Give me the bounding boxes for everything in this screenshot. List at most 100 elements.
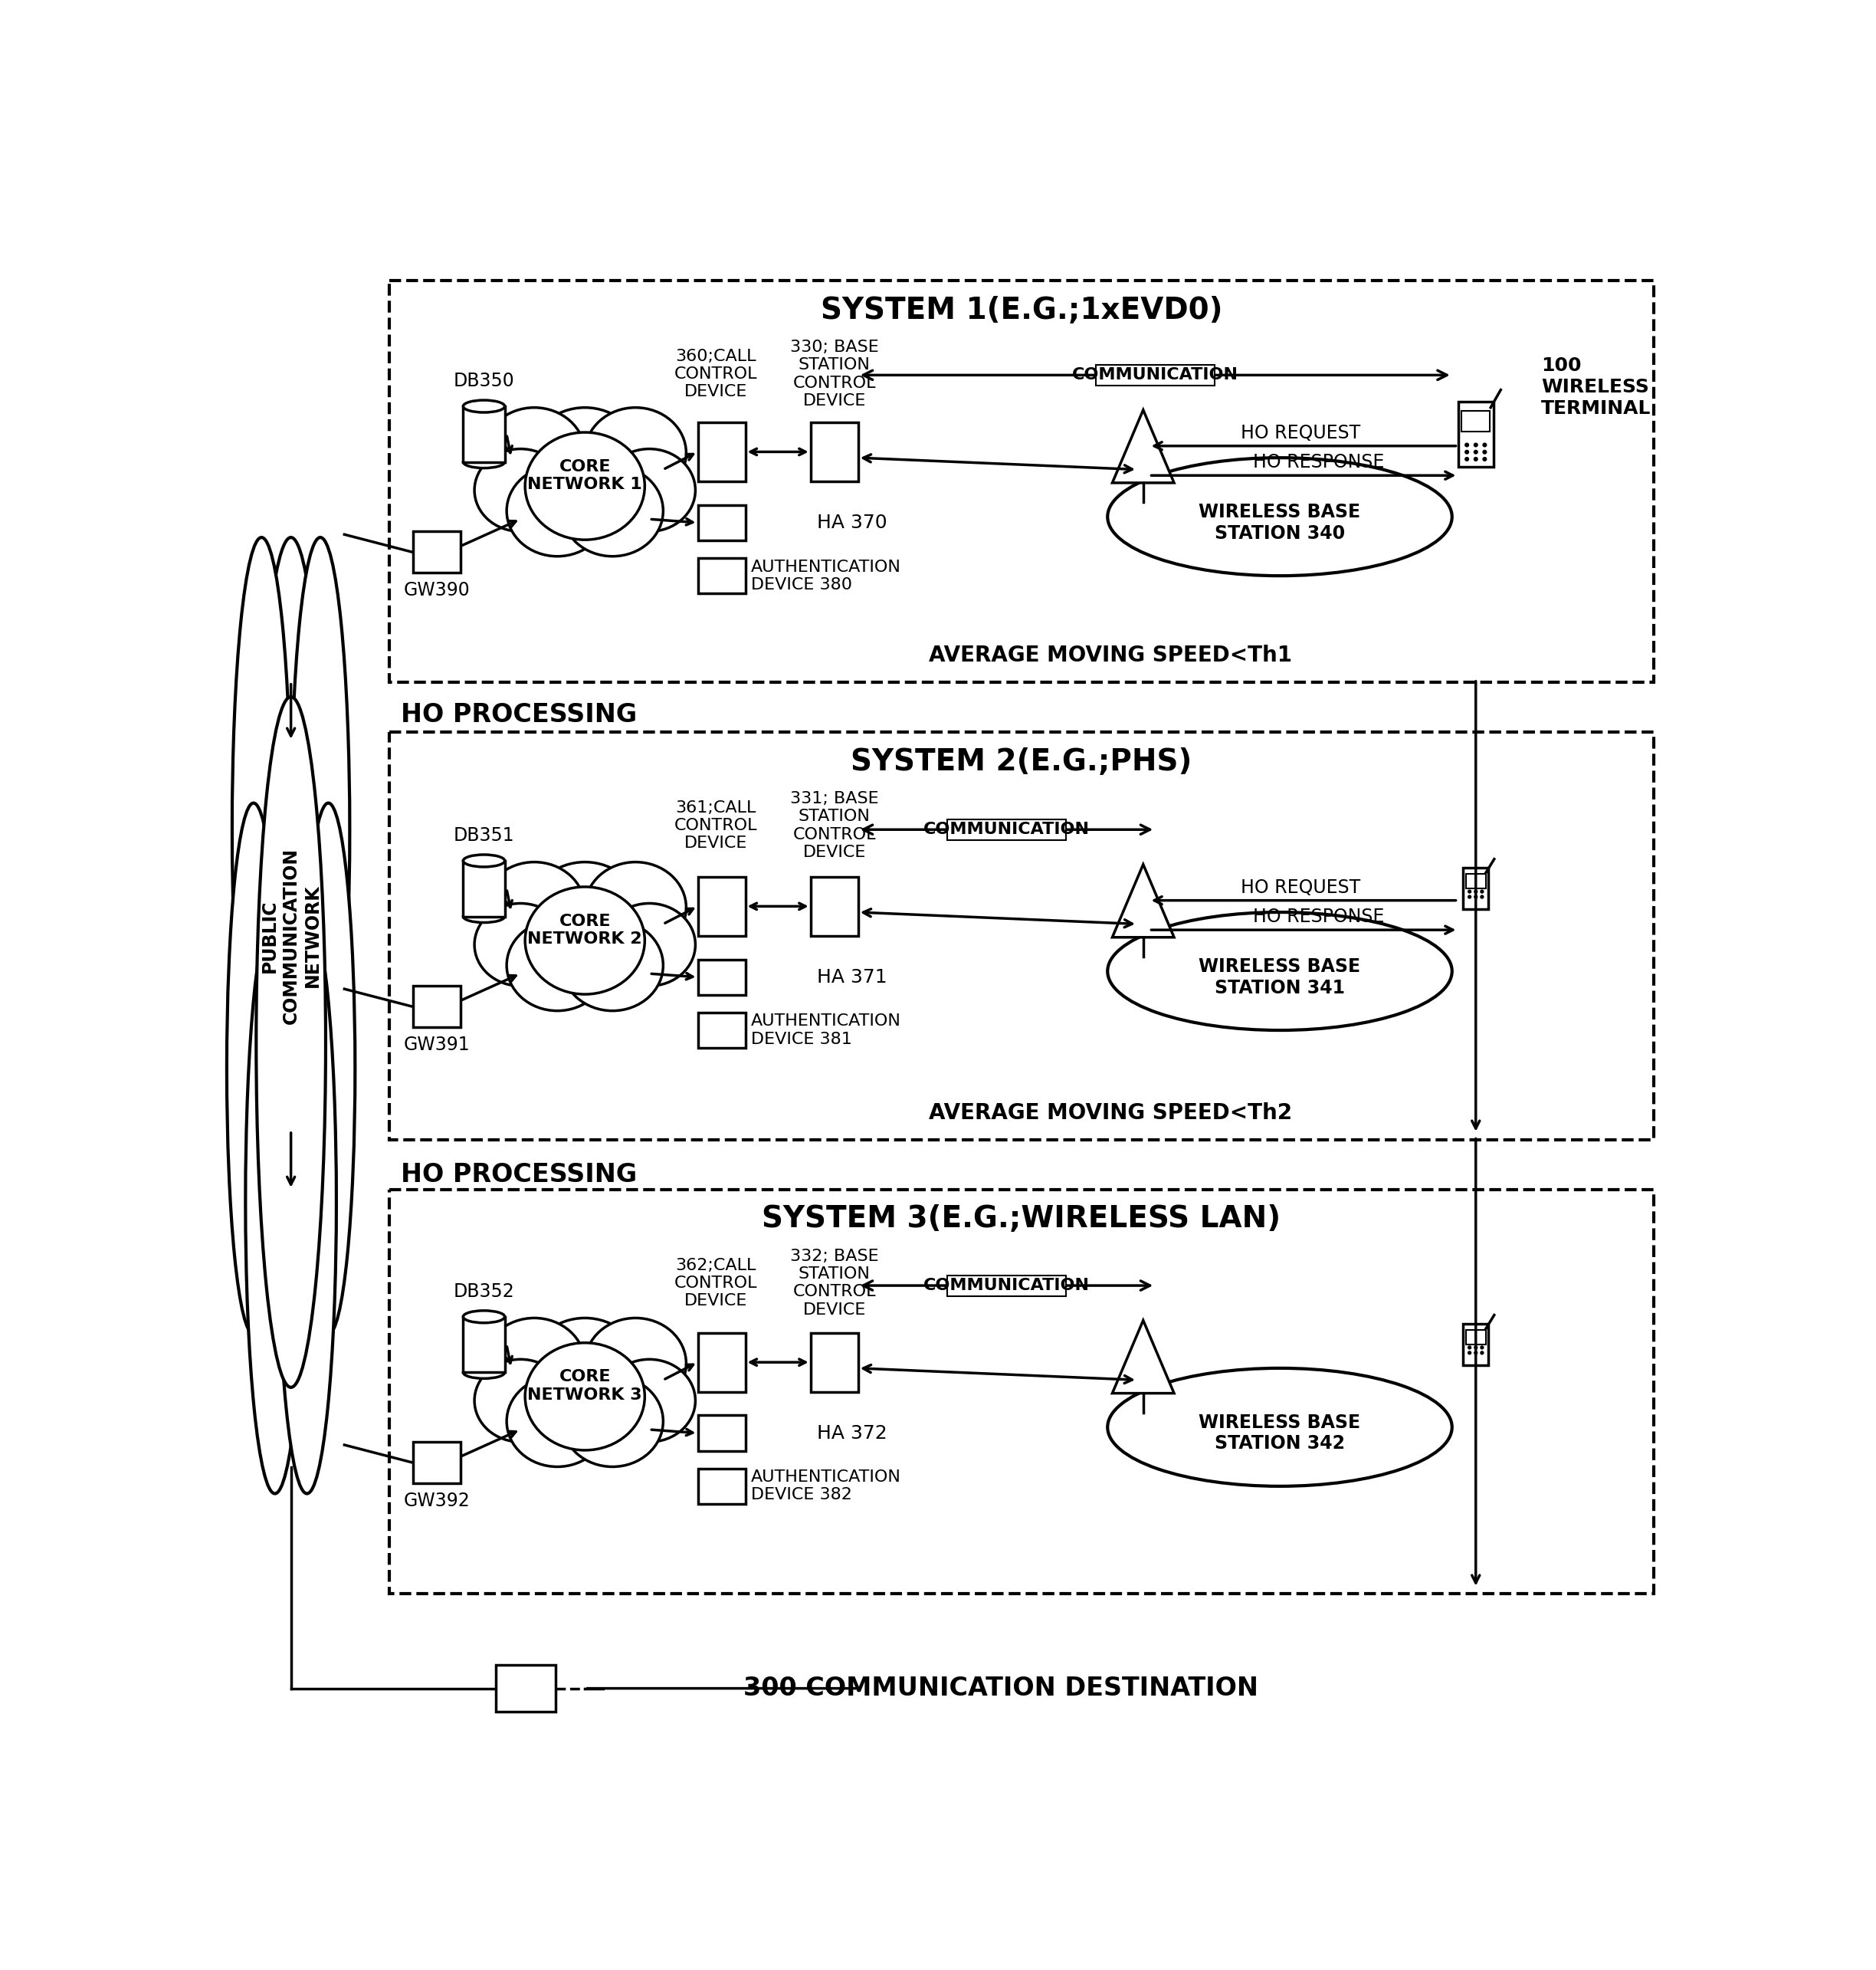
Ellipse shape bbox=[463, 455, 505, 469]
Ellipse shape bbox=[259, 538, 323, 1174]
Ellipse shape bbox=[463, 855, 505, 867]
Ellipse shape bbox=[475, 904, 567, 987]
Bar bbox=[388, 733, 1655, 1139]
Ellipse shape bbox=[507, 1375, 608, 1468]
Bar bbox=[388, 1190, 1655, 1594]
Text: AVERAGE MOVING SPEED<Th2: AVERAGE MOVING SPEED<Th2 bbox=[929, 1101, 1293, 1123]
Bar bbox=[698, 959, 745, 995]
Ellipse shape bbox=[484, 1318, 585, 1409]
Bar bbox=[810, 1334, 857, 1391]
Ellipse shape bbox=[291, 538, 349, 1121]
Ellipse shape bbox=[585, 863, 687, 953]
Circle shape bbox=[1475, 443, 1478, 447]
Polygon shape bbox=[1112, 1320, 1174, 1393]
Text: HO PROCESSING: HO PROCESSING bbox=[401, 701, 638, 727]
Text: HA 371: HA 371 bbox=[816, 967, 887, 987]
Text: CORE
NETWORK 2: CORE NETWORK 2 bbox=[527, 914, 642, 946]
Text: 362;CALL
CONTROL
DEVICE: 362;CALL CONTROL DEVICE bbox=[673, 1257, 758, 1308]
Text: 361;CALL
CONTROL
DEVICE: 361;CALL CONTROL DEVICE bbox=[673, 800, 758, 851]
Text: HA 370: HA 370 bbox=[816, 514, 887, 532]
Text: GW390: GW390 bbox=[403, 581, 469, 599]
Bar bbox=[698, 558, 745, 593]
Polygon shape bbox=[1112, 865, 1174, 938]
Ellipse shape bbox=[507, 920, 608, 1011]
Ellipse shape bbox=[233, 538, 291, 1121]
Circle shape bbox=[1475, 457, 1478, 461]
Circle shape bbox=[1475, 896, 1476, 898]
Circle shape bbox=[1480, 896, 1484, 898]
Text: GW391: GW391 bbox=[403, 1036, 469, 1054]
Circle shape bbox=[1465, 443, 1469, 447]
Bar bbox=[1465, 875, 1486, 888]
Ellipse shape bbox=[604, 904, 696, 987]
Ellipse shape bbox=[507, 465, 608, 556]
Text: AUTHENTICATION
DEVICE 382: AUTHENTICATION DEVICE 382 bbox=[750, 1470, 900, 1503]
Text: AUTHENTICATION
DEVICE 380: AUTHENTICATION DEVICE 380 bbox=[750, 559, 900, 593]
Bar bbox=[463, 1316, 505, 1373]
Bar bbox=[1465, 1330, 1486, 1346]
Ellipse shape bbox=[604, 449, 696, 532]
Text: 331; BASE
STATION
CONTROL
DEVICE: 331; BASE STATION CONTROL DEVICE bbox=[790, 792, 878, 859]
Circle shape bbox=[1469, 890, 1471, 892]
Text: CORE
NETWORK 3: CORE NETWORK 3 bbox=[527, 1369, 642, 1403]
Ellipse shape bbox=[585, 408, 687, 498]
Text: DB351: DB351 bbox=[454, 825, 514, 845]
Ellipse shape bbox=[604, 1359, 696, 1442]
Bar bbox=[698, 1468, 745, 1503]
Bar bbox=[413, 987, 460, 1026]
Text: HO REQUEST: HO REQUEST bbox=[1240, 879, 1360, 896]
Ellipse shape bbox=[302, 804, 355, 1334]
Text: 100
WIRELESS
TERMINAL: 100 WIRELESS TERMINAL bbox=[1540, 357, 1651, 418]
Bar bbox=[810, 422, 857, 481]
Text: HA 372: HA 372 bbox=[816, 1424, 887, 1442]
Text: CORE
NETWORK 1: CORE NETWORK 1 bbox=[527, 459, 642, 493]
Bar bbox=[698, 1334, 745, 1391]
Ellipse shape bbox=[463, 1367, 505, 1379]
Ellipse shape bbox=[1107, 457, 1452, 575]
Bar bbox=[698, 1013, 745, 1048]
Bar bbox=[947, 820, 1066, 839]
Text: WIRELESS BASE
STATION 342: WIRELESS BASE STATION 342 bbox=[1199, 1412, 1360, 1454]
Bar bbox=[413, 1442, 460, 1483]
Ellipse shape bbox=[475, 1359, 567, 1442]
Text: COMMUNICATION: COMMUNICATION bbox=[923, 821, 1090, 837]
Bar bbox=[413, 532, 460, 573]
Ellipse shape bbox=[525, 431, 645, 540]
Bar bbox=[810, 877, 857, 936]
Circle shape bbox=[1475, 1351, 1476, 1353]
Bar bbox=[698, 422, 745, 481]
Text: HO RESPONSE: HO RESPONSE bbox=[1253, 453, 1384, 471]
Circle shape bbox=[1482, 443, 1486, 447]
Ellipse shape bbox=[525, 887, 645, 995]
Circle shape bbox=[1480, 890, 1484, 892]
Circle shape bbox=[1482, 457, 1486, 461]
Circle shape bbox=[1475, 1346, 1476, 1349]
Ellipse shape bbox=[463, 1310, 505, 1322]
Text: HO PROCESSING: HO PROCESSING bbox=[401, 1162, 638, 1188]
Ellipse shape bbox=[529, 1318, 640, 1416]
Text: HO RESPONSE: HO RESPONSE bbox=[1253, 908, 1384, 926]
Bar bbox=[698, 504, 745, 540]
Circle shape bbox=[1482, 451, 1486, 453]
Ellipse shape bbox=[278, 910, 336, 1493]
Text: PUBLIC
COMMUNICATION
NETWORK: PUBLIC COMMUNICATION NETWORK bbox=[261, 847, 321, 1024]
Ellipse shape bbox=[463, 400, 505, 412]
Circle shape bbox=[1469, 1351, 1471, 1353]
Bar bbox=[1458, 402, 1493, 467]
Text: DB350: DB350 bbox=[454, 372, 514, 390]
Ellipse shape bbox=[484, 408, 585, 498]
Text: WIRELESS BASE
STATION 341: WIRELESS BASE STATION 341 bbox=[1199, 957, 1360, 997]
Ellipse shape bbox=[484, 863, 585, 953]
Bar bbox=[698, 877, 745, 936]
Ellipse shape bbox=[529, 863, 640, 961]
Text: AVERAGE MOVING SPEED<Th1: AVERAGE MOVING SPEED<Th1 bbox=[929, 644, 1293, 666]
Ellipse shape bbox=[563, 1375, 662, 1468]
Text: 360;CALL
CONTROL
DEVICE: 360;CALL CONTROL DEVICE bbox=[673, 349, 758, 400]
Text: 330; BASE
STATION
CONTROL
DEVICE: 330; BASE STATION CONTROL DEVICE bbox=[790, 339, 878, 408]
Ellipse shape bbox=[1107, 912, 1452, 1030]
Ellipse shape bbox=[463, 910, 505, 922]
Bar bbox=[698, 1414, 745, 1450]
Bar bbox=[947, 1275, 1066, 1296]
Bar bbox=[1461, 410, 1490, 431]
Bar bbox=[495, 1665, 555, 1712]
